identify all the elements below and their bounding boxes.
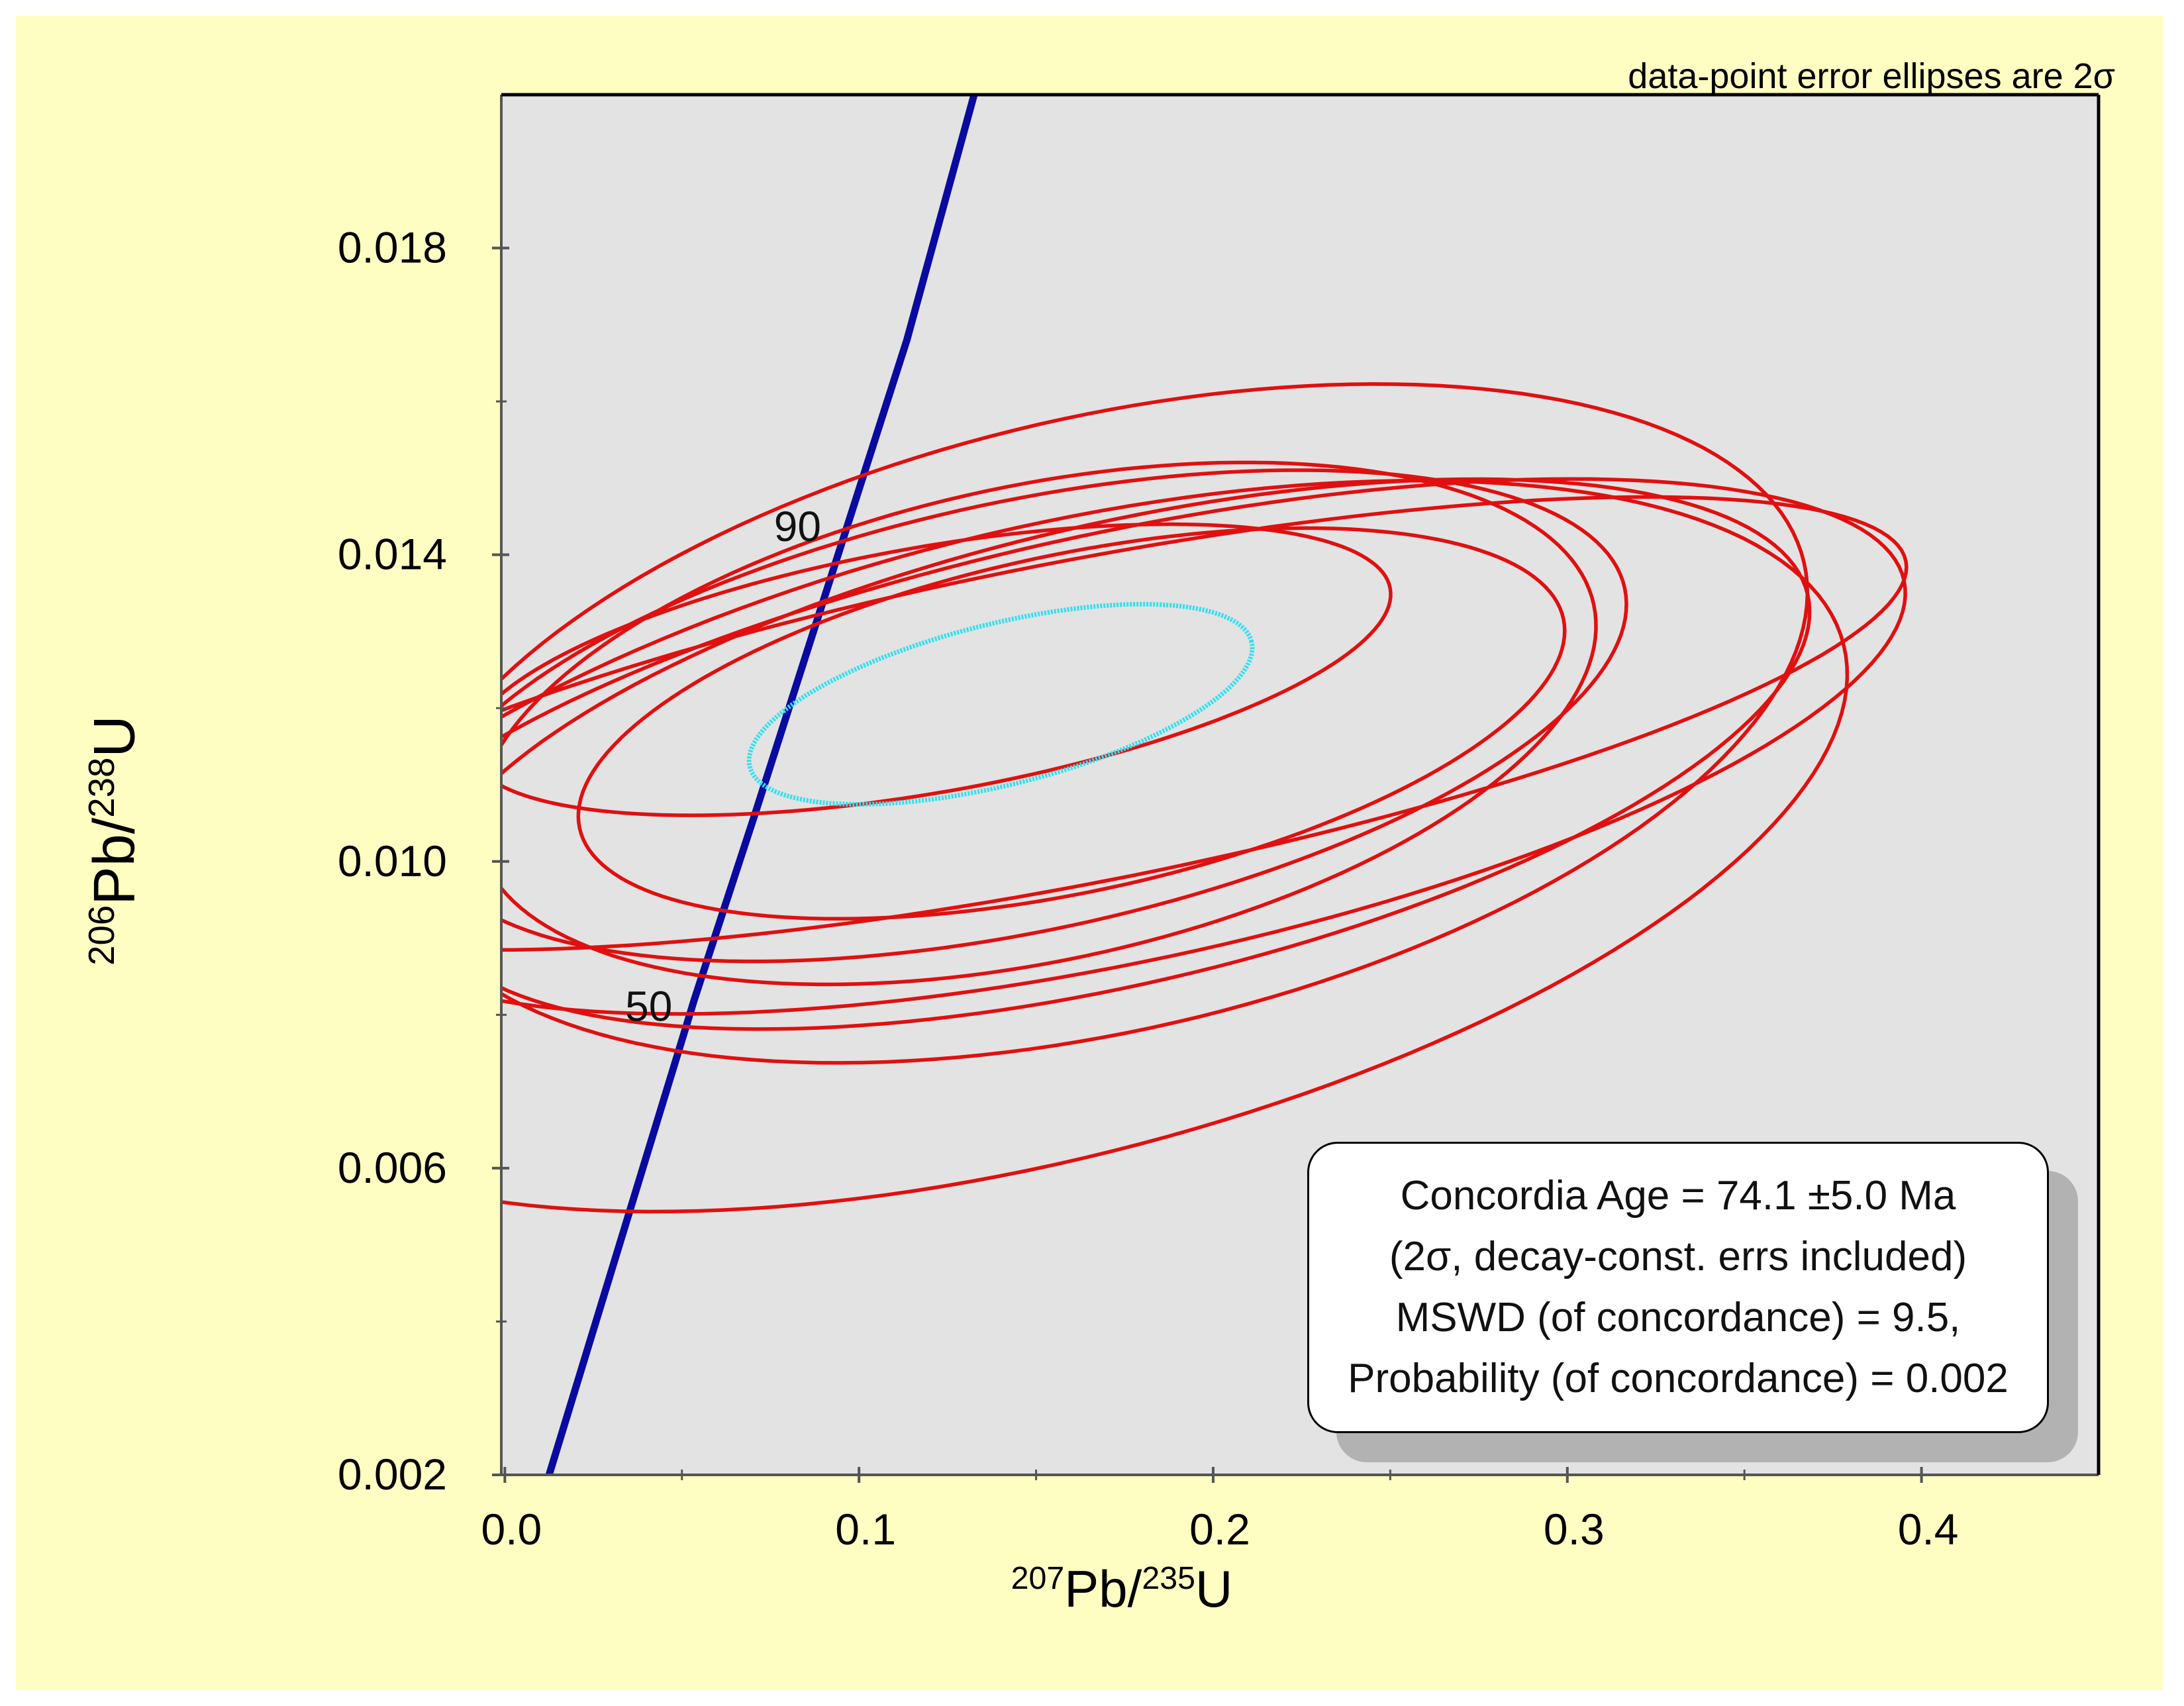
error-note-line: (2σ, decay-const. errs included) <box>1389 1234 1967 1280</box>
x-tick-label-0.2: 0.2 <box>1189 1505 1250 1554</box>
concordia-curve <box>545 95 978 1475</box>
data-layer <box>501 95 1909 1475</box>
y-tick-label-0.014: 0.014 <box>338 530 447 579</box>
probability-line: Probability (of concordance) = 0.002 <box>1348 1356 2009 1401</box>
concordia-chart: 90 50 0.002 0.006 0.010 0.014 0.018 0.0 0.1 0.2 0.… <box>16 16 2163 1690</box>
x-label-mass-235: 235 <box>1142 1560 1196 1596</box>
error-ellipse-4 <box>576 526 1567 921</box>
concordia-age-label-50: 50 <box>625 983 672 1030</box>
error-ellipse-7 <box>501 495 1909 952</box>
x-tick-label-0.1: 0.1 <box>835 1505 896 1554</box>
concordia-age-line: Concordia Age = 74.1 ±5.0 Ma <box>1400 1173 1956 1219</box>
ellipse-note: data-point error ellipses are 2σ <box>1628 56 2115 96</box>
error-ellipse-9 <box>501 479 1850 1214</box>
concordia-age-ellipse <box>746 601 1255 807</box>
y-label-mass-238: 238 <box>81 757 122 818</box>
error-ellipse-3 <box>501 460 1598 987</box>
y-tick-label-0.006: 0.006 <box>338 1143 447 1192</box>
y-tick-label-0.002: 0.002 <box>338 1450 447 1499</box>
concordia-result-box: Concordia Age = 74.1 ±5.0 Ma (2σ, decay-… <box>1307 1142 2049 1433</box>
y-label-mass-206: 206 <box>81 905 122 966</box>
x-label-element-u: U <box>1195 1560 1233 1618</box>
x-tick-label-0.3: 0.3 <box>1544 1505 1605 1554</box>
error-ellipse-5 <box>501 468 1628 964</box>
error-ellipse-8 <box>501 522 1393 817</box>
y-tick-label-0.018: 0.018 <box>338 223 447 272</box>
x-axis-label: 207Pb/235U <box>870 1559 1373 1619</box>
x-label-element-pb: Pb/ <box>1064 1560 1142 1618</box>
x-label-mass-207: 207 <box>1011 1560 1065 1596</box>
figure-frame: 90 50 0.002 0.006 0.010 0.014 0.018 0.0 0.1 0.2 0.… <box>16 16 2163 1690</box>
mswd-line: MSWD (of concordance) = 9.5, <box>1395 1295 1961 1340</box>
concordia-age-label-90: 90 <box>774 503 821 550</box>
x-tick-label-0.4: 0.4 <box>1898 1505 1959 1554</box>
y-tick-label-0.010: 0.010 <box>338 836 447 885</box>
y-axis-label: 206Pb/238U <box>66 344 146 1337</box>
error-ellipse-2 <box>501 382 1810 1065</box>
y-label-element-u: U <box>81 715 147 758</box>
x-tick-label-0.0: 0.0 <box>481 1505 542 1554</box>
y-label-element-pb: Pb/ <box>81 817 147 905</box>
